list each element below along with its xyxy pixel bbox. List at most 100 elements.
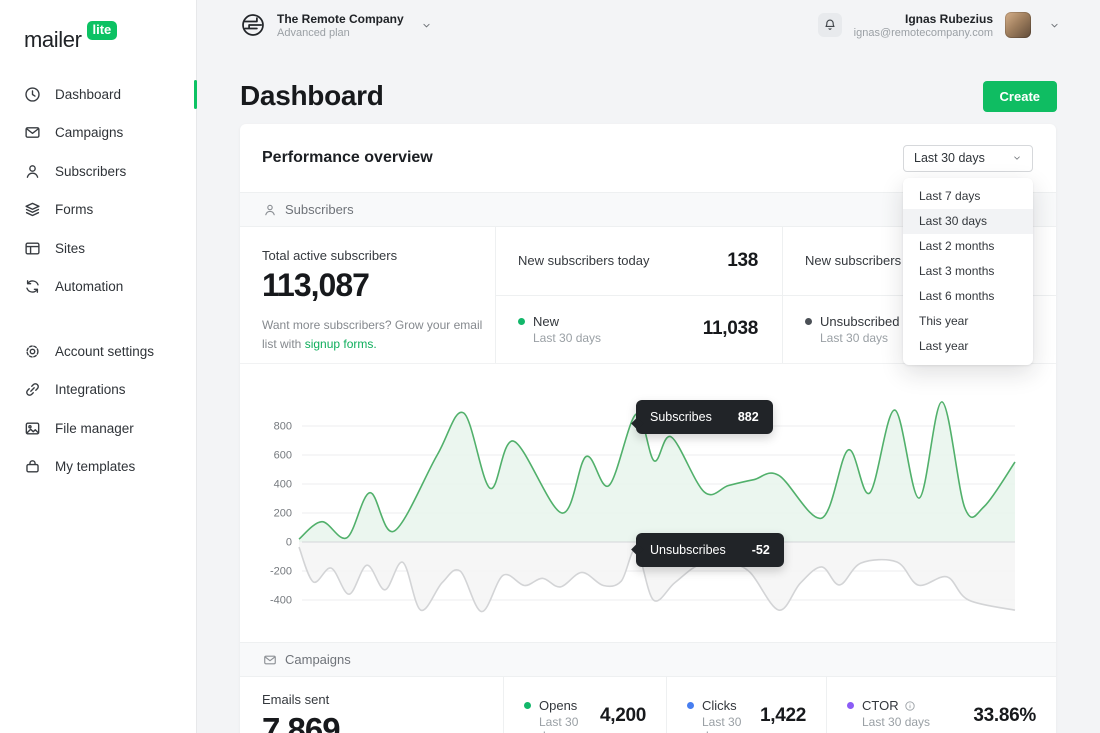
sidebar-item-subscribers[interactable]: Subscribers	[0, 152, 196, 191]
chevron-down-icon	[1012, 153, 1022, 163]
subscribes-tooltip: Subscribes 882	[636, 400, 773, 434]
new-label: New	[533, 313, 560, 329]
subscribers-chart: 800 600 400 200 0 -200 -400 Subscribes 882 Uns…	[240, 364, 1056, 642]
avatar[interactable]	[1005, 12, 1031, 38]
sidebar-item-label: Dashboard	[55, 86, 122, 102]
info-icon[interactable]	[904, 700, 916, 712]
campaigns-stats: Emails sent 7,869 Opens Last 30 days 4,200…	[240, 677, 1056, 733]
range-option-last-30-days[interactable]: Last 30 days	[903, 209, 1033, 234]
company-logo-icon	[240, 12, 266, 38]
clicks-value: 1,422	[759, 705, 806, 726]
ctor-stat-cell: CTOR Last 30 days 33.86%	[827, 677, 1056, 733]
envelope-icon	[263, 653, 277, 667]
mailerlite-logo[interactable]: mailer lite	[0, 0, 196, 53]
promo-text: Want more subscribers? Grow your email l…	[262, 318, 483, 351]
total-subscribers-value: 113,087	[262, 267, 370, 303]
unsubscribed-label: Unsubscribed	[820, 313, 900, 329]
range-option-last-7-days[interactable]: Last 7 days	[919, 189, 981, 203]
topbar: The Remote Company Advanced plan Ignas R…	[197, 0, 1100, 50]
sidebar-item-account-settings[interactable]: Account settings	[0, 332, 196, 371]
card-header: Performance overview Last 30 days	[240, 124, 1056, 192]
topbar-right: Ignas Rubezius ignas@remotecompany.com	[817, 12, 1060, 39]
company-selector[interactable]: The Remote Company Advanced plan	[240, 12, 432, 39]
range-option-last-3-months[interactable]: Last 3 months	[919, 264, 995, 278]
opens-label: Opens	[539, 698, 578, 713]
card-title: Performance overview	[262, 149, 433, 166]
company-plan: Advanced plan	[277, 26, 350, 39]
link-icon	[24, 381, 41, 398]
stats-middle-column: New subscribers today 138 New Last 30 da…	[496, 227, 783, 363]
new-value: 11,038	[702, 318, 759, 340]
sidebar-nav-secondary: Account settings Integrations File manager…	[0, 332, 196, 486]
opens-stat-cell: Opens Last 30 days 4,200	[504, 677, 667, 733]
signup-forms-link[interactable]: signup forms.	[304, 336, 377, 351]
clicks-dot	[687, 702, 694, 709]
svg-text:-400: -400	[270, 595, 292, 607]
range-option-this-year[interactable]: This year	[919, 314, 969, 328]
chevron-down-icon[interactable]	[1049, 20, 1060, 31]
sidebar-item-my-templates[interactable]: My templates	[0, 448, 196, 487]
gear-icon	[24, 343, 41, 360]
range-option-last-year[interactable]: Last year	[919, 339, 969, 353]
date-range-select[interactable]: Last 30 days	[903, 144, 1033, 172]
user-info: Ignas Rubezius ignas@remotecompany.com	[854, 12, 993, 39]
svg-text:200: 200	[274, 508, 292, 520]
image-icon	[24, 420, 41, 437]
total-subscribers-cell: Total active subscribers 113,087 Want mo…	[240, 227, 496, 363]
opens-dot	[524, 702, 531, 709]
new-subscribers-today-row: New subscribers today 138	[496, 227, 782, 295]
user-email: ignas@remotecompany.com	[853, 26, 993, 39]
sidebar-item-sites[interactable]: Sites	[0, 229, 196, 268]
sidebar: mailer lite Dashboard Campaigns Subscriber…	[0, 0, 197, 733]
new-sub-label: Last 30 days	[533, 330, 602, 345]
page-title: Dashboard	[240, 80, 384, 111]
notifications-button[interactable]	[817, 13, 842, 37]
svg-text:-200: -200	[270, 566, 292, 578]
campaigns-section-header: Campaigns	[240, 642, 1056, 677]
sidebar-item-label: Integrations	[55, 382, 126, 398]
performance-overview-card: Performance overview Last 30 days Subscr…	[240, 124, 1056, 733]
range-option-last-2-months[interactable]: Last 2 months	[919, 239, 995, 253]
main-area: The Remote Company Advanced plan Ignas R…	[197, 0, 1100, 733]
stat-sub-label: Last 30 days	[539, 715, 579, 733]
unsubscribed-sub-label: Last 30 days	[820, 330, 889, 345]
ctor-dot	[847, 702, 854, 709]
company-name: The Remote Company	[277, 11, 404, 26]
svg-text:0: 0	[286, 537, 292, 549]
envelope-icon	[24, 124, 41, 141]
sidebar-item-file-manager[interactable]: File manager	[0, 409, 196, 448]
create-button[interactable]: Create	[982, 80, 1057, 112]
logo-name: mailer	[24, 27, 82, 52]
sidebar-item-label: Account settings	[55, 343, 155, 359]
sidebar-nav-primary: Dashboard Campaigns Subscribers Forms Sites A…	[0, 75, 197, 307]
sidebar-item-label: Campaigns	[55, 125, 124, 141]
layers-icon	[24, 201, 41, 218]
bell-icon	[823, 18, 837, 32]
unsubscribed-dot	[805, 317, 812, 325]
title-row: Dashboard Create	[197, 50, 1100, 124]
sidebar-item-integrations[interactable]: Integrations	[0, 371, 196, 410]
area-chart[interactable]: 800 600 400 200 0 -200 -400	[240, 364, 1056, 642]
stat-sub-label: Last 30 days	[862, 715, 931, 729]
stat-sub-label: Last 30 days	[702, 715, 742, 733]
emails-sent-cell: Emails sent 7,869	[240, 677, 504, 733]
sidebar-item-label: File manager	[55, 420, 134, 436]
emails-sent-label: Emails sent	[262, 692, 330, 707]
clicks-label: Clicks	[702, 698, 737, 713]
chevron-down-icon	[421, 20, 432, 31]
svg-text:600: 600	[274, 450, 292, 462]
refresh-icon	[24, 278, 41, 295]
svg-text:800: 800	[274, 421, 292, 433]
sidebar-item-label: Subscribers	[55, 163, 127, 179]
new-subscribers-row: New Last 30 days 11,038	[496, 294, 782, 364]
sidebar-item-label: Forms	[55, 202, 94, 218]
sidebar-item-automation[interactable]: Automation	[0, 268, 196, 307]
sidebar-item-dashboard[interactable]: Dashboard	[0, 75, 197, 114]
sidebar-item-forms[interactable]: Forms	[0, 191, 196, 230]
sidebar-item-label: Sites	[55, 240, 86, 256]
sidebar-item-campaigns[interactable]: Campaigns	[0, 114, 196, 153]
range-option-last-6-months[interactable]: Last 6 months	[919, 289, 995, 303]
clock-icon	[24, 86, 41, 103]
new-dot	[518, 317, 525, 325]
subscribers-section-label: Subscribers	[285, 202, 354, 217]
